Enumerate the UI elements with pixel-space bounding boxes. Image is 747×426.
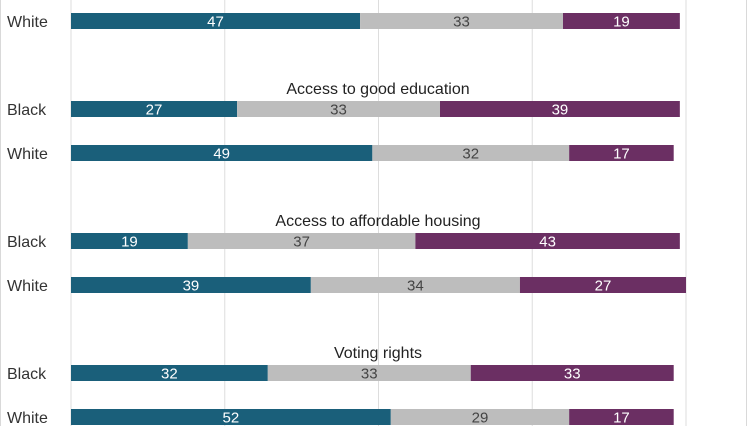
bar-segment	[71, 13, 361, 29]
data-label: 19	[613, 14, 630, 31]
data-label: 34	[407, 278, 424, 295]
data-label: 52	[223, 410, 240, 426]
data-label: 32	[161, 366, 178, 383]
row-label: White	[7, 146, 48, 163]
bar-segment	[71, 145, 373, 161]
row-label: Black	[7, 234, 47, 251]
bar-segment	[390, 409, 570, 425]
group-1: Access to good education Black 27 33 39 White…	[7, 81, 680, 163]
bar-segment	[569, 145, 674, 161]
data-label: 43	[539, 234, 556, 251]
bar-segment	[310, 277, 520, 293]
row-label: White	[7, 278, 48, 295]
left-frame-line	[0, 0, 1, 426]
bar-segment	[71, 409, 391, 425]
group-3: Voting rights Black 32 33 33 White 52 29 17	[7, 345, 674, 426]
row-label: Black	[7, 102, 47, 119]
data-label: 27	[595, 278, 612, 295]
bar-segment	[470, 365, 674, 381]
row-label: Black	[7, 366, 47, 383]
bar-segment	[237, 101, 440, 117]
group-title: Voting rights	[334, 345, 422, 362]
bar-segment	[360, 13, 563, 29]
bar-segment	[372, 145, 570, 161]
data-label: 17	[613, 410, 630, 426]
data-label: 39	[552, 102, 569, 119]
group-0: White 47 33 19	[7, 13, 680, 31]
data-label: 19	[121, 234, 138, 251]
bar-segment	[71, 365, 268, 381]
data-label: 33	[564, 366, 581, 383]
data-label: 33	[330, 102, 347, 119]
bar-segment	[563, 13, 680, 29]
chart-groups: White 47 33 19 Access to good education Black…	[7, 13, 686, 426]
row-label: White	[7, 14, 48, 31]
bar-segment	[519, 277, 686, 293]
data-label: 47	[207, 14, 224, 31]
data-label: 49	[213, 146, 230, 163]
gridlines	[70, 0, 687, 426]
bar-segment	[569, 409, 674, 425]
data-label: 27	[146, 102, 163, 119]
data-label: 33	[453, 14, 470, 31]
data-label: 37	[293, 234, 310, 251]
bar-segment	[187, 233, 416, 249]
group-title: Access to affordable housing	[275, 213, 480, 230]
data-label: 29	[472, 410, 489, 426]
data-label: 39	[183, 278, 200, 295]
data-label: 33	[361, 366, 378, 383]
data-label: 32	[462, 146, 479, 163]
group-title: Access to good education	[286, 81, 469, 98]
data-label: 17	[613, 146, 630, 163]
bar-segment	[267, 365, 471, 381]
group-2: Access to affordable housing Black 19 37 43 W…	[7, 213, 686, 295]
bar-segment	[440, 101, 680, 117]
bar-segment	[71, 277, 311, 293]
row-label: White	[7, 410, 48, 426]
bar-segment	[415, 233, 680, 249]
bar-segment	[71, 101, 238, 117]
bar-segment	[71, 233, 188, 249]
